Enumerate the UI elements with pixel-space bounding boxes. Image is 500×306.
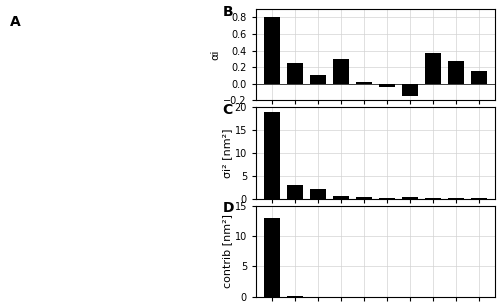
Bar xyxy=(448,61,464,84)
Bar xyxy=(310,75,326,84)
Y-axis label: αi: αi xyxy=(210,50,220,60)
Bar xyxy=(310,189,326,199)
Bar xyxy=(287,296,303,297)
Bar xyxy=(356,82,372,84)
Bar xyxy=(379,198,395,199)
Bar xyxy=(425,53,441,84)
Bar xyxy=(402,197,418,199)
Y-axis label: contrib [nm²]: contrib [nm²] xyxy=(222,214,232,288)
Text: D: D xyxy=(222,201,234,215)
Bar xyxy=(287,185,303,199)
Text: C: C xyxy=(222,103,233,117)
Bar xyxy=(402,84,418,96)
Bar xyxy=(333,196,349,199)
Bar xyxy=(264,218,280,297)
Bar xyxy=(333,59,349,84)
Bar xyxy=(471,71,487,84)
Text: A: A xyxy=(10,15,20,29)
Bar xyxy=(379,84,395,87)
Y-axis label: σi² [nm²]: σi² [nm²] xyxy=(222,128,232,178)
Bar xyxy=(425,198,441,199)
Bar xyxy=(448,198,464,199)
Text: B: B xyxy=(222,5,233,19)
Bar xyxy=(356,197,372,199)
Bar xyxy=(287,63,303,84)
Bar xyxy=(471,198,487,199)
Bar xyxy=(264,17,280,84)
Bar xyxy=(264,112,280,199)
